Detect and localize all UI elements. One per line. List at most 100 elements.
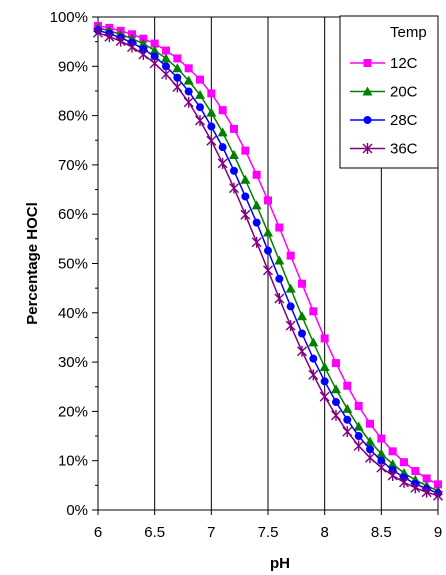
data-point: [343, 381, 352, 390]
x-tick-label: 7.5: [258, 524, 279, 541]
data-point: [365, 436, 375, 446]
data-point: [240, 209, 251, 221]
data-point: [115, 35, 126, 47]
legend-item-36C: 36C: [350, 141, 418, 158]
data-point: [343, 415, 352, 424]
data-point: [285, 283, 296, 293]
data-point: [229, 150, 239, 160]
data-point: [138, 38, 149, 48]
y-axis-ticks: 0% 10% 20% 30% 40% 50% 60% 70% 80% 90% 100%: [50, 9, 98, 519]
x-tick-label: 9: [434, 524, 442, 541]
data-point: [286, 302, 295, 311]
data-point: [377, 456, 386, 465]
data-point: [217, 157, 228, 169]
data-point: [161, 68, 171, 80]
x-tick-label: 6: [94, 524, 102, 541]
data-point: [308, 369, 319, 381]
data-point: [366, 445, 374, 454]
data-point: [434, 480, 442, 489]
data-point: [353, 440, 364, 452]
data-point: [196, 103, 204, 112]
legend: Temp 12C 20C 28C 36C: [339, 15, 439, 169]
data-point: [206, 135, 217, 147]
data-point: [150, 52, 159, 61]
legend-item-28C: 28C: [350, 112, 418, 129]
data-point: [218, 143, 227, 152]
data-point: [362, 143, 373, 154]
data-point: [161, 53, 171, 63]
x-tick-label: 8.5: [371, 524, 392, 541]
legend-item-12C: 12C: [350, 55, 418, 72]
data-point: [127, 41, 137, 53]
data-point: [172, 63, 183, 73]
data-point: [251, 200, 262, 210]
data-point: [218, 106, 227, 115]
data-point: [411, 467, 420, 476]
data-point: [331, 384, 341, 394]
data-point: [240, 174, 251, 184]
y-tick-label: 50%: [58, 256, 88, 273]
x-tick-label: 7: [207, 524, 215, 541]
data-point: [252, 218, 261, 227]
data-point: [263, 227, 273, 237]
data-point: [422, 474, 431, 483]
data-point: [297, 311, 307, 321]
legend-item-20C: 20C: [350, 84, 418, 101]
data-point: [319, 362, 330, 372]
y-tick-label: 90%: [58, 58, 88, 75]
data-point: [376, 462, 387, 474]
data-point: [104, 31, 115, 43]
legend-items: 12C 20C 28C 36C: [350, 55, 418, 158]
data-point: [230, 124, 238, 133]
data-point: [354, 401, 363, 410]
data-point: [149, 45, 160, 55]
y-tick-label: 80%: [58, 108, 88, 125]
data-point: [275, 274, 284, 283]
y-tick-label: 70%: [58, 157, 88, 174]
data-point: [252, 170, 261, 179]
data-point: [206, 107, 217, 117]
data-point: [195, 115, 205, 127]
data-point: [309, 354, 318, 363]
data-point: [319, 391, 330, 403]
y-tick-label: 0%: [66, 502, 88, 519]
data-point: [149, 57, 160, 69]
data-point: [183, 75, 194, 85]
data-point: [217, 127, 228, 137]
x-axis-ticks: 6 6.5 7 7.5 8 8.5 9: [94, 510, 442, 541]
data-point: [184, 87, 193, 96]
y-tick-label: 30%: [58, 354, 88, 371]
x-axis-title: pH: [270, 555, 290, 572]
data-point: [264, 246, 272, 255]
data-series: [93, 21, 443, 502]
data-point: [162, 62, 170, 71]
data-point: [320, 377, 329, 386]
data-point: [173, 73, 182, 82]
data-point: [320, 334, 329, 343]
data-point: [362, 86, 373, 96]
data-point: [421, 486, 432, 498]
series-36C: [93, 27, 443, 502]
data-point: [207, 122, 216, 131]
data-point: [399, 476, 409, 488]
data-point: [285, 320, 296, 332]
data-point: [388, 447, 397, 456]
x-tick-label: 8: [320, 524, 328, 541]
data-point: [377, 434, 386, 443]
data-point: [309, 307, 318, 316]
data-point: [363, 116, 372, 124]
data-point: [410, 482, 421, 494]
data-point: [308, 337, 319, 347]
legend-title: Temp: [390, 24, 427, 41]
legend-label: 20C: [390, 84, 418, 101]
data-point: [274, 255, 285, 265]
data-point: [196, 75, 204, 84]
data-point: [400, 458, 408, 467]
y-tick-label: 10%: [58, 453, 88, 470]
data-point: [207, 89, 216, 98]
data-point: [366, 419, 374, 428]
data-point: [241, 192, 250, 201]
y-tick-label: 40%: [58, 305, 88, 322]
data-point: [342, 426, 353, 438]
